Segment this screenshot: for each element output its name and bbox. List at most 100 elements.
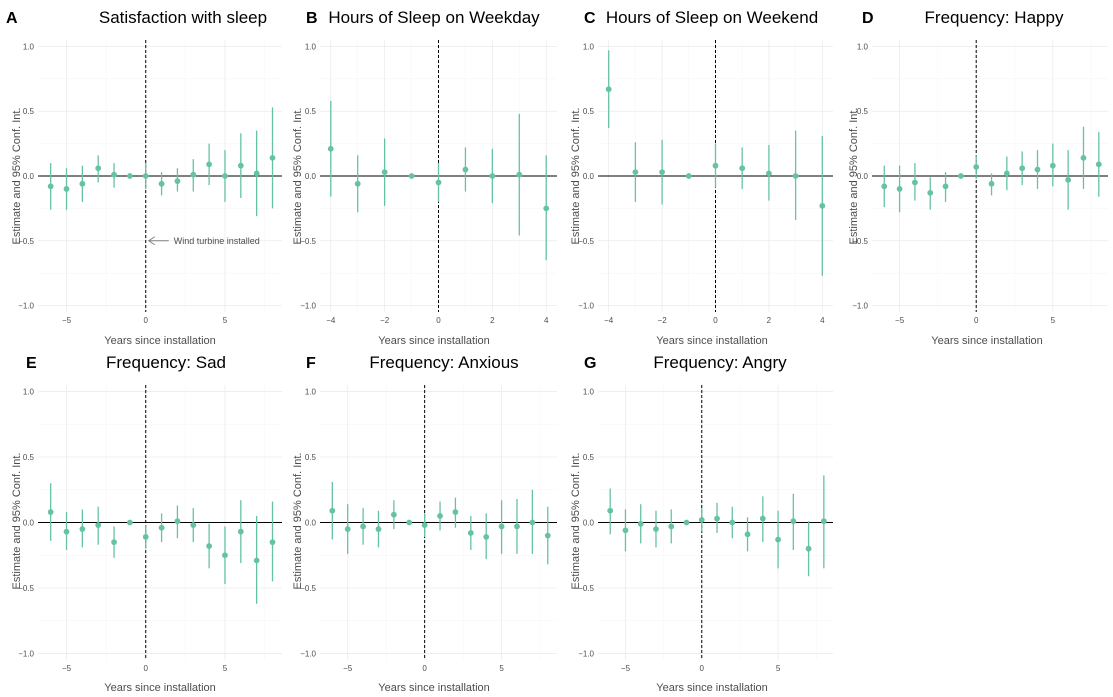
estimate-point <box>269 539 276 546</box>
y-axis-label: Estimate and 95% Conf. Int. <box>848 108 860 245</box>
x-tick-label: 0 <box>700 664 705 673</box>
y-tick-label: 1.0 <box>23 388 35 397</box>
y-axis-label: Estimate and 95% Conf. Int. <box>11 453 23 590</box>
estimate-point <box>111 171 117 178</box>
panel-a: −1.0 −0.5 0.0 0.5 1.0 −5 0 5 Years since install… <box>6 8 282 347</box>
estimate-point <box>269 154 276 161</box>
estimate-point <box>435 179 442 186</box>
y-tick-label: 0.5 <box>305 453 317 462</box>
estimate-point <box>1065 176 1072 183</box>
estimate-point <box>739 165 746 172</box>
panel-letter: D <box>862 10 874 27</box>
estimate-point <box>543 205 550 212</box>
x-tick-label: −2 <box>380 316 390 325</box>
x-tick-label: 0 <box>144 664 149 673</box>
estimate-point <box>390 511 397 518</box>
estimate-point <box>529 519 536 526</box>
x-tick-label: 0 <box>974 316 979 325</box>
y-tick-label: −1.0 <box>578 302 594 311</box>
x-tick-label: −5 <box>343 664 353 673</box>
estimate-point <box>744 531 751 538</box>
y-axis-label: Estimate and 95% Conf. Int. <box>292 108 304 245</box>
y-tick-label: −1.0 <box>578 649 594 658</box>
estimate-point <box>659 169 665 176</box>
estimate-point <box>927 189 934 196</box>
panel-e: −1.0 −0.5 0.0 0.5 1.0 −5 0 5 Years since install… <box>11 353 282 694</box>
y-tick-label: −0.5 <box>300 584 316 593</box>
y-tick-label: −0.5 <box>578 237 594 246</box>
panel-title: Hours of Sleep on Weekday <box>328 8 540 27</box>
y-tick-label: 0.0 <box>305 172 317 181</box>
estimate-point <box>95 522 102 529</box>
x-axis-label: Years since installation <box>104 682 216 694</box>
estimate-point <box>437 513 443 519</box>
estimate-point <box>354 180 361 187</box>
x-tick-label: 4 <box>544 316 549 325</box>
x-tick-label: −4 <box>326 316 336 325</box>
y-tick-label: 0.0 <box>583 519 595 528</box>
estimate-point <box>79 180 86 187</box>
y-tick-label: 0.0 <box>305 519 317 528</box>
estimate-point <box>222 173 228 179</box>
panel-letter: B <box>306 10 318 27</box>
estimate-point <box>685 173 692 179</box>
estimate-point <box>605 86 612 93</box>
x-tick-label: 5 <box>776 664 781 673</box>
estimate-point <box>190 171 197 178</box>
estimate-point <box>607 507 614 514</box>
estimate-point <box>988 180 995 187</box>
y-tick-label: 0.5 <box>23 107 35 116</box>
panel-title: Hours of Sleep on Weekend <box>606 8 818 27</box>
estimate-point <box>942 183 949 190</box>
estimate-point <box>790 518 797 525</box>
estimate-point <box>820 518 827 525</box>
estimate-point <box>327 145 334 152</box>
estimate-point <box>47 509 54 515</box>
x-tick-label: 2 <box>490 316 495 325</box>
x-tick-label: −5 <box>62 316 72 325</box>
estimate-point <box>653 526 659 532</box>
x-tick-label: −5 <box>621 664 631 673</box>
estimate-point <box>729 519 736 526</box>
estimate-point <box>514 523 520 530</box>
panel-letter: F <box>306 355 316 372</box>
panel-title: Satisfaction with sleep <box>99 8 267 27</box>
x-tick-label: 0 <box>713 316 718 325</box>
y-tick-label: −0.5 <box>18 237 34 246</box>
estimate-point <box>912 179 918 186</box>
annotation-arrow-head <box>147 236 156 246</box>
estimate-point <box>462 166 469 173</box>
x-tick-label: 0 <box>144 316 149 325</box>
x-axis-label: Years since installation <box>931 335 1043 347</box>
estimate-point <box>206 161 213 168</box>
y-tick-label: 0.5 <box>583 107 595 116</box>
estimate-point <box>452 509 459 515</box>
estimate-point <box>190 522 197 529</box>
estimate-point <box>698 516 705 523</box>
estimate-point <box>1034 166 1041 173</box>
y-axis-label: Estimate and 95% Conf. Int. <box>11 108 23 245</box>
estimate-point <box>174 178 181 185</box>
x-tick-label: −4 <box>604 316 614 325</box>
x-axis-label: Years since installation <box>656 335 768 347</box>
x-tick-label: 0 <box>422 664 427 673</box>
panel-b: −1.0 −0.5 0.0 0.5 1.0 −4 −2 0 2 4 Years since inst… <box>292 8 557 347</box>
estimate-point <box>1080 154 1087 161</box>
x-tick-label: −2 <box>658 316 668 325</box>
estimate-point <box>766 170 772 177</box>
estimate-point <box>174 518 181 525</box>
estimate-point <box>375 526 382 532</box>
y-tick-label: 0.0 <box>23 172 35 181</box>
estimate-point <box>622 527 629 534</box>
estimate-point <box>759 515 766 522</box>
estimate-point <box>111 539 117 546</box>
estimate-point <box>421 522 428 529</box>
x-axis-label: Years since installation <box>656 682 768 694</box>
estimate-point <box>329 507 336 514</box>
estimate-point <box>237 528 244 535</box>
x-tick-label: 5 <box>223 664 228 673</box>
y-tick-label: −1.0 <box>18 649 34 658</box>
estimate-point <box>498 523 505 530</box>
y-tick-label: −0.5 <box>578 584 594 593</box>
y-tick-label: −1.0 <box>852 302 868 311</box>
